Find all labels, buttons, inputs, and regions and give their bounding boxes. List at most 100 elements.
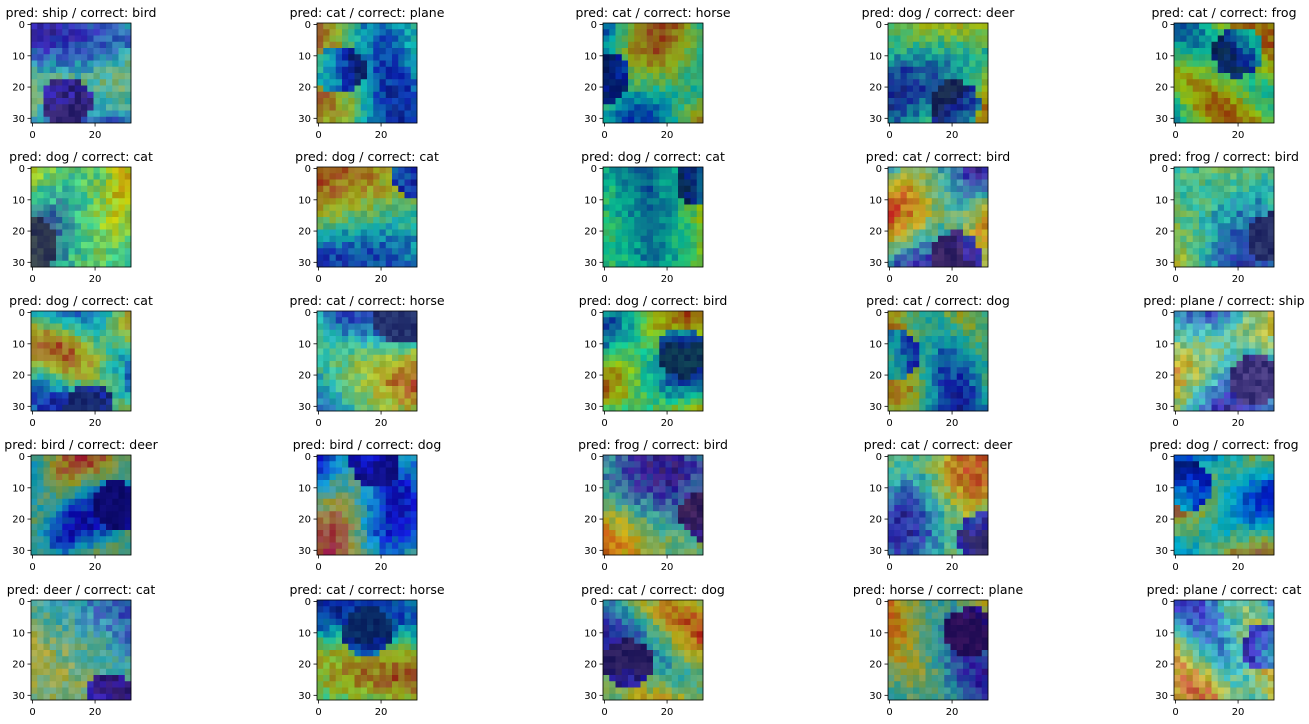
image-pixel xyxy=(112,486,119,493)
image-pixel xyxy=(640,542,648,550)
image-pixel xyxy=(367,342,374,349)
image-pixel xyxy=(1255,336,1262,343)
image-pixel xyxy=(404,348,412,356)
image-pixel xyxy=(678,404,685,412)
image-pixel xyxy=(81,404,88,412)
image-pixel xyxy=(360,317,368,324)
image-pixel xyxy=(925,192,933,199)
image-pixel xyxy=(56,110,63,118)
image-pixel xyxy=(373,29,380,36)
image-pixel xyxy=(1180,317,1187,324)
image-pixel xyxy=(99,473,107,481)
image-pixel xyxy=(603,379,610,387)
image-pixel xyxy=(379,317,387,324)
image-pixel xyxy=(1217,73,1225,80)
image-pixel xyxy=(665,354,673,362)
image-pixel xyxy=(410,455,418,462)
image-pixel xyxy=(335,511,343,518)
image-pixel xyxy=(323,66,330,74)
image-pixel xyxy=(603,91,610,99)
image-pixel xyxy=(43,461,51,468)
image-pixel xyxy=(93,536,101,543)
image-pixel xyxy=(1217,98,1225,105)
image-pixel xyxy=(99,461,107,468)
image-pixel xyxy=(621,523,629,531)
image-pixel xyxy=(56,486,63,493)
image-pixel xyxy=(671,79,679,86)
image-pixel xyxy=(93,85,101,93)
image-pixel xyxy=(1174,185,1181,193)
image-pixel xyxy=(329,41,337,49)
image-pixel xyxy=(1230,254,1237,262)
image-pixel xyxy=(112,367,119,374)
image-pixel xyxy=(615,373,623,381)
image-pixel xyxy=(1261,229,1269,237)
image-pixel xyxy=(653,66,660,74)
image-pixel xyxy=(43,35,51,43)
image-pixel xyxy=(74,455,82,462)
image-pixel xyxy=(919,66,926,74)
image-pixel xyxy=(354,242,362,249)
image-pixel xyxy=(1211,342,1219,349)
image-pixel xyxy=(112,179,119,187)
image-pixel xyxy=(956,392,964,399)
image-pixel xyxy=(950,473,958,481)
image-pixel xyxy=(62,223,69,230)
image-pixel xyxy=(1267,248,1275,255)
image-pixel xyxy=(678,73,685,80)
image-pixel xyxy=(410,361,418,368)
image-pixel xyxy=(1205,223,1212,230)
image-pixel xyxy=(1186,404,1194,412)
image-pixel xyxy=(49,242,57,249)
image-pixel xyxy=(900,480,908,487)
image-pixel xyxy=(93,548,101,556)
image-pixel xyxy=(1186,398,1194,406)
image-pixel xyxy=(106,73,113,80)
image-pixel xyxy=(894,223,901,230)
image-pixel xyxy=(43,455,51,462)
image-pixel xyxy=(348,467,355,475)
image-pixel xyxy=(640,367,648,374)
image-pixel xyxy=(906,204,914,212)
image-pixel xyxy=(690,311,698,318)
image-pixel xyxy=(1217,173,1225,180)
image-pixel xyxy=(106,173,113,180)
image-pixel xyxy=(37,392,44,399)
image-pixel xyxy=(56,373,63,381)
image-pixel xyxy=(684,311,691,318)
image-pixel xyxy=(678,185,685,193)
image-pixel xyxy=(888,373,895,381)
image-pixel xyxy=(1267,373,1275,381)
image-pixel xyxy=(900,404,908,412)
image-pixel xyxy=(124,361,132,368)
image-pixel xyxy=(603,498,610,506)
image-pixel xyxy=(1205,73,1212,80)
y-tick-label: 20 xyxy=(584,515,597,526)
image-pixel xyxy=(969,367,976,374)
image-pixel xyxy=(392,354,399,362)
image-pixel xyxy=(43,173,51,180)
image-pixel xyxy=(1205,54,1212,61)
image-pixel xyxy=(956,311,964,318)
image-pixel xyxy=(385,223,393,230)
image-pixel xyxy=(348,505,355,512)
image-pixel xyxy=(317,542,324,550)
image-pixel xyxy=(938,323,945,331)
image-pixel xyxy=(963,317,970,324)
image-pixel xyxy=(342,98,349,105)
image-pixel xyxy=(31,104,38,111)
y-tick-label: 0 xyxy=(591,164,597,175)
image-pixel xyxy=(888,204,895,212)
image-pixel xyxy=(410,48,418,55)
image-pixel xyxy=(1255,48,1262,55)
image-pixel xyxy=(410,373,418,381)
image-pixel xyxy=(87,79,94,86)
image-pixel xyxy=(609,110,616,118)
panel-title: pred: dog / correct: deer xyxy=(862,5,1016,20)
image-pixel xyxy=(671,342,679,349)
image-pixel xyxy=(950,480,958,487)
image-pixel xyxy=(640,486,648,493)
image-pixel xyxy=(653,498,660,506)
image-pixel xyxy=(329,517,337,525)
image-pixel xyxy=(969,373,976,381)
